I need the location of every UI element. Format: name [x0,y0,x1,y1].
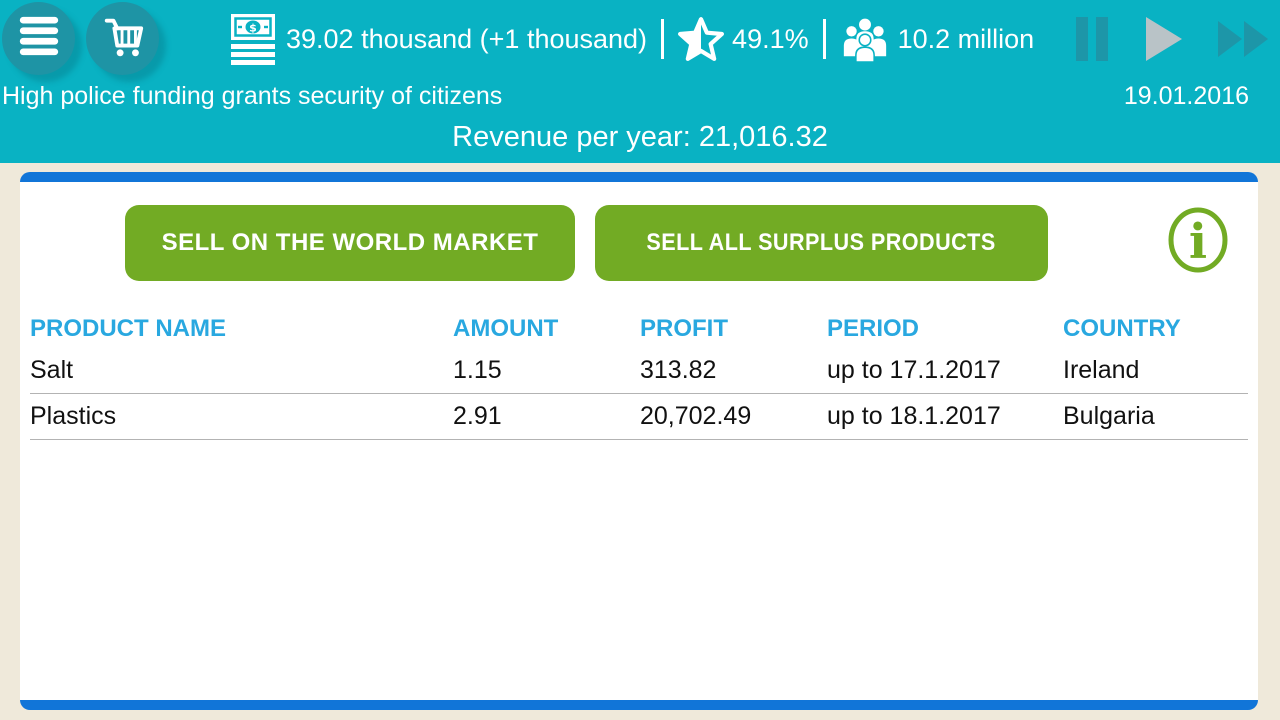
money-value: 39.02 thousand (+1 thousand) [286,23,648,54]
col-product-name: PRODUCT NAME [30,315,226,342]
table-header-row: PRODUCT NAME AMOUNT PROFIT PERIOD COUNTR… [30,310,1248,348]
cell-amount: 1.15 [453,356,502,384]
table-row[interactable]: Salt 1.15 313.82 up to 17.1.2017 Ireland [30,348,1248,394]
col-country: COUNTRY [1063,315,1181,342]
cell-product: Salt [30,356,74,384]
play-button[interactable] [1144,15,1184,63]
cell-amount: 2.91 [453,402,502,430]
money-icon: $ [228,12,278,66]
col-profit: PROFIT [640,315,728,342]
cell-country: Bulgaria [1063,402,1155,430]
col-amount: AMOUNT [453,315,559,342]
products-table: PRODUCT NAME AMOUNT PROFIT PERIOD COUNTR… [30,310,1248,440]
cell-period: up to 17.1.2017 [827,356,1001,384]
rating-star-icon [678,16,725,62]
game-header: $ 39.02 thousand (+1 thousand) 49.1% [0,0,1280,163]
stats-group: $ 39.02 thousand (+1 thousand) 49.1% [228,0,1034,78]
shop-button[interactable] [86,2,159,75]
sell-world-market-button[interactable]: SELL ON THE WORLD MARKET [125,205,575,281]
col-period: PERIOD [827,315,920,342]
cell-profit: 313.82 [640,356,717,384]
shopping-cart-icon [100,13,146,64]
time-controls [1074,0,1270,78]
cell-country: Ireland [1063,356,1140,384]
market-panel: SELL ON THE WORLD MARKET SELL ALL SURPLU… [20,172,1258,710]
population-icon [840,15,890,63]
stat-separator [822,19,826,59]
top-status-bar: $ 39.02 thousand (+1 thousand) 49.1% [0,0,1280,78]
revenue-per-year: Revenue per year: 21,016.32 [452,121,828,153]
hamburger-menu-icon [16,13,62,64]
population-value: 10.2 million [897,23,1035,54]
svg-text:i: i [1189,214,1207,270]
rating-value: 49.1% [732,23,809,54]
info-button[interactable]: i [1166,206,1230,274]
pause-button[interactable] [1074,16,1110,62]
info-icon: i [1166,207,1230,278]
cell-product: Plastics [30,402,117,430]
table-row[interactable]: Plastics 2.91 20,702.49 up to 18.1.2017 … [30,394,1248,440]
cell-profit: 20,702.49 [640,402,752,430]
menu-button[interactable] [2,2,75,75]
fast-forward-button[interactable] [1218,19,1270,59]
game-date: 19.01.2016 [1123,82,1249,110]
sell-surplus-button[interactable]: SELL ALL SURPLUS PRODUCTS [595,205,1048,281]
cell-period: up to 18.1.2017 [827,402,1001,430]
stat-separator [661,19,665,59]
svg-text:$: $ [249,22,257,35]
news-ticker: High police funding grants security of c… [2,82,503,110]
